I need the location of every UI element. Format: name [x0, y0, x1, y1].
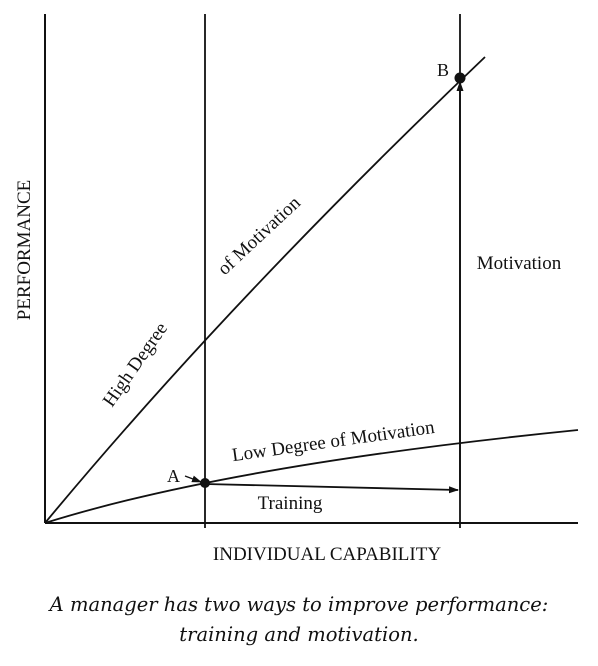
motivation-label: Motivation: [477, 253, 562, 274]
point-b-label: B: [437, 60, 449, 80]
y-axis-label: PERFORMANCE: [14, 180, 35, 320]
performance-diagram: PERFORMANCE INDIVIDUAL CAPABILITY High D…: [14, 14, 579, 565]
point-b: [454, 72, 466, 84]
high-curve-label: High Degree: [99, 319, 172, 411]
high-motivation-curve: [44, 56, 486, 524]
point-a-label: A: [167, 466, 180, 486]
training-label: Training: [258, 493, 323, 514]
figure-caption: A manager has two ways to improve perfor…: [0, 590, 598, 650]
training-arrow: [204, 483, 459, 494]
high-curve-label-cont: of Motivation: [214, 192, 305, 279]
x-axis-label: INDIVIDUAL CAPABILITY: [213, 544, 441, 565]
low-motivation-curve: [44, 429, 579, 524]
point-a: [200, 478, 210, 488]
caption-line-2: training and motivation.: [179, 623, 419, 646]
point-a-pointer: [184, 475, 202, 483]
low-curve-label: Low Degree of Motivation: [231, 417, 437, 466]
caption-line-1: A manager has two ways to improve perfor…: [49, 593, 549, 616]
